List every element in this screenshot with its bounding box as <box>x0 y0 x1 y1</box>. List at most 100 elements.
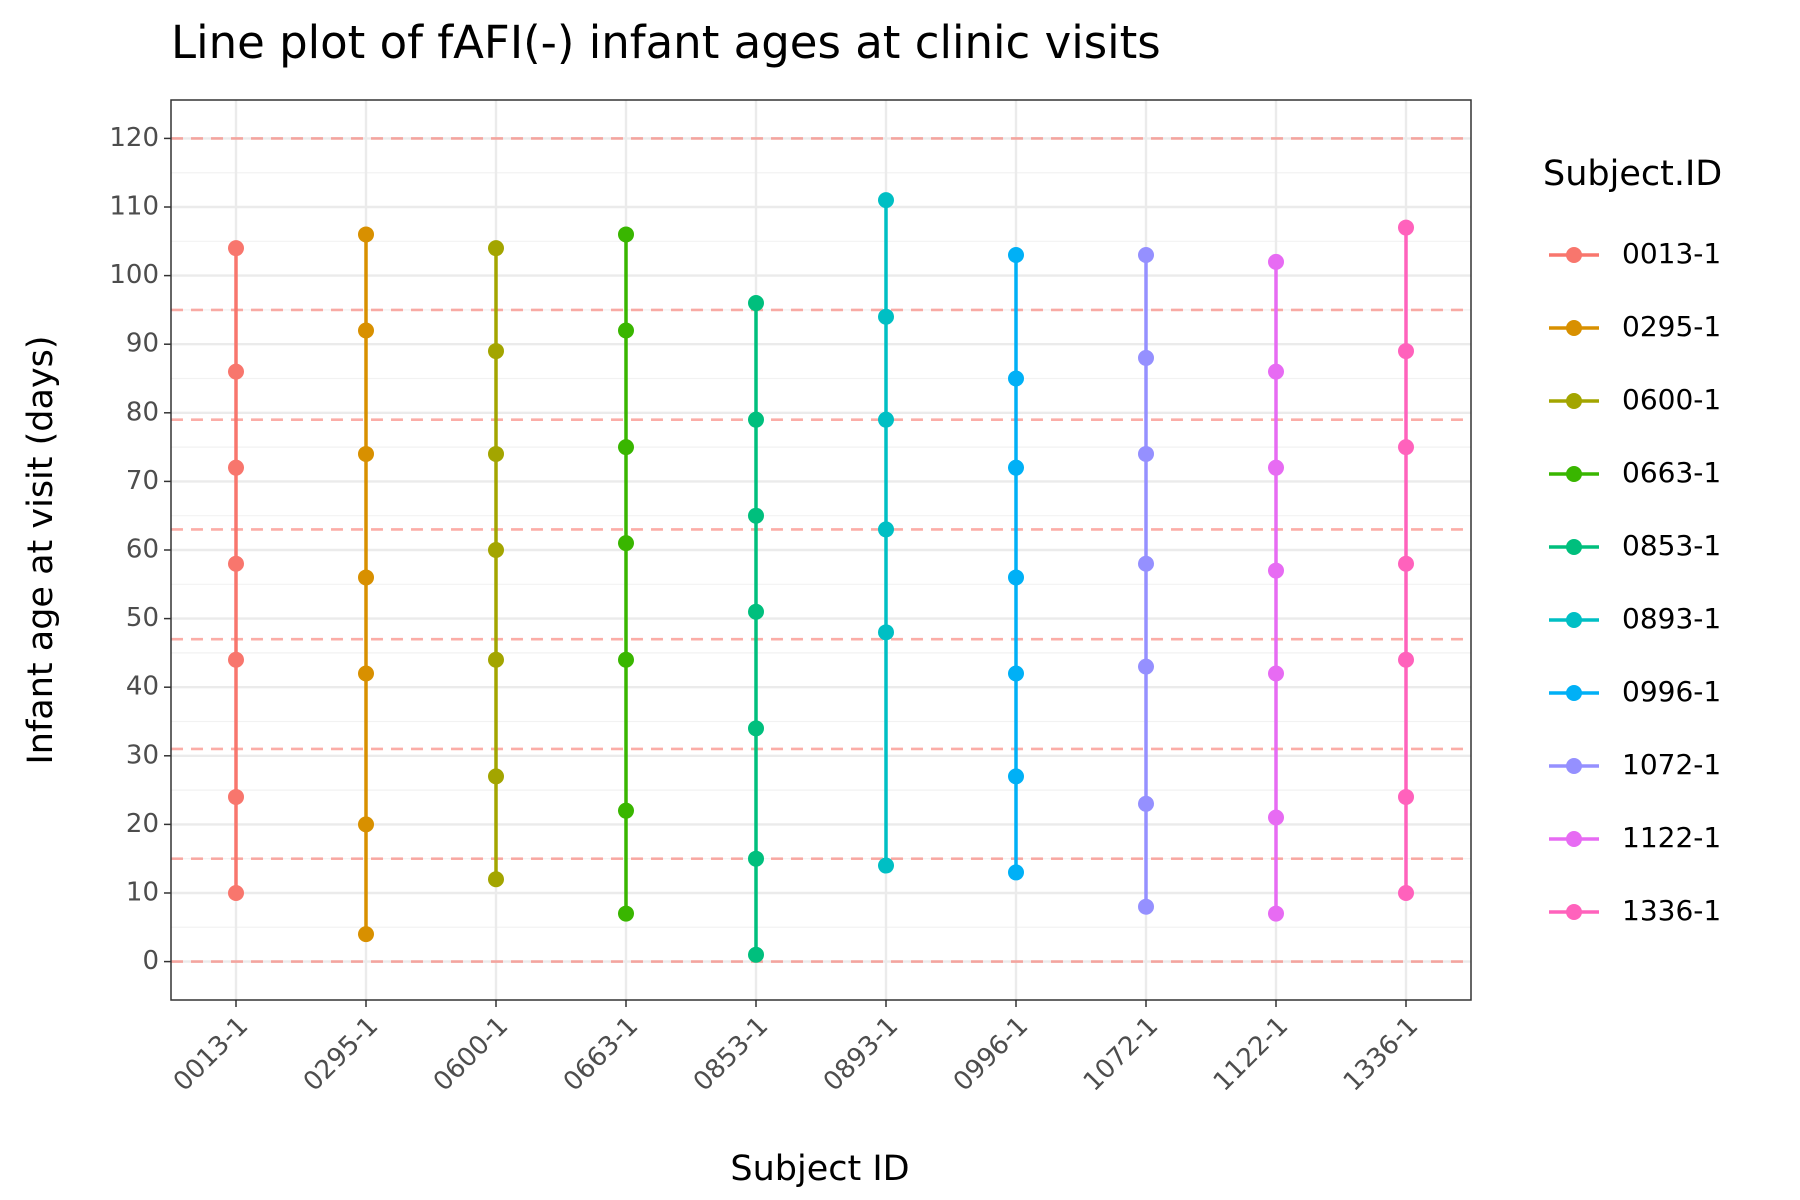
y-tick-label: 40 <box>126 672 159 702</box>
data-point <box>1398 219 1414 236</box>
data-point <box>618 802 634 819</box>
y-tick-label: 10 <box>126 877 159 907</box>
legend-item: 0600-1 <box>1549 383 1721 416</box>
data-point <box>1268 665 1284 682</box>
data-point <box>878 624 894 641</box>
legend-swatch-point <box>1566 612 1582 628</box>
data-point <box>228 240 244 257</box>
legend-label: 1122-1 <box>1622 821 1721 854</box>
data-point <box>618 905 634 922</box>
data-point <box>228 788 244 805</box>
data-point <box>228 555 244 572</box>
data-point <box>878 411 894 428</box>
data-point <box>488 445 504 462</box>
data-point <box>228 884 244 901</box>
chart-title: Line plot of fAFI(-) infant ages at clin… <box>171 16 1161 69</box>
x-tick-label: 0663-1 <box>558 1011 644 1097</box>
data-point <box>1008 247 1024 264</box>
data-point <box>1268 562 1284 579</box>
data-point <box>1398 343 1414 360</box>
y-tick-label: 110 <box>109 192 159 222</box>
x-tick-label: 1072-1 <box>1078 1011 1164 1097</box>
data-point <box>488 542 504 558</box>
x-tick-label: 0853-1 <box>688 1011 774 1097</box>
legend-label: 0600-1 <box>1622 383 1721 416</box>
y-tick-label: 0 <box>142 946 159 976</box>
data-point <box>228 651 244 668</box>
data-point <box>748 507 764 524</box>
legend-label: 0663-1 <box>1622 456 1721 489</box>
data-point <box>1398 439 1414 456</box>
data-point <box>358 445 374 462</box>
data-point <box>618 535 634 552</box>
y-tick-label: 100 <box>109 260 159 290</box>
data-point <box>748 411 764 428</box>
data-point <box>358 926 374 943</box>
legend-label: 0295-1 <box>1622 310 1721 343</box>
data-point <box>1398 884 1414 901</box>
y-tick-label: 50 <box>126 603 159 633</box>
legend-item: 1336-1 <box>1549 894 1721 927</box>
data-point <box>878 857 894 874</box>
data-point <box>1138 658 1154 675</box>
y-tick-label: 90 <box>126 329 159 359</box>
data-point <box>1398 788 1414 805</box>
legend-swatch-point <box>1566 904 1582 920</box>
data-point <box>1008 665 1024 682</box>
data-point <box>878 192 894 209</box>
legend-title: Subject.ID <box>1543 154 1722 194</box>
legend-item: 0996-1 <box>1549 675 1721 708</box>
data-point <box>1008 569 1024 586</box>
x-tick-label: 0013-1 <box>168 1011 254 1097</box>
data-point <box>748 720 764 737</box>
legend-swatch-point <box>1566 247 1582 263</box>
legend-swatch-point <box>1566 685 1582 701</box>
data-point <box>488 768 504 785</box>
data-point <box>748 295 764 312</box>
x-tick-label: 1336-1 <box>1338 1011 1424 1097</box>
data-point <box>878 521 894 538</box>
y-tick-label: 20 <box>126 809 159 839</box>
data-point <box>488 871 504 888</box>
legend-item: 0013-1 <box>1549 237 1721 270</box>
data-point <box>1268 363 1284 380</box>
x-tick-label: 0295-1 <box>298 1011 384 1097</box>
legend-item: 0295-1 <box>1549 310 1721 343</box>
data-point <box>1138 247 1154 264</box>
data-point <box>1398 555 1414 572</box>
y-tick-label: 60 <box>126 535 159 565</box>
data-point <box>1268 459 1284 476</box>
legend-item: 1072-1 <box>1549 748 1721 781</box>
data-point <box>748 850 764 867</box>
legend-swatch-point <box>1566 539 1582 555</box>
legend-swatch-point <box>1566 466 1582 482</box>
data-point <box>358 569 374 586</box>
legend-label: 1072-1 <box>1622 748 1721 781</box>
x-tick-label: 1122-1 <box>1208 1011 1294 1097</box>
data-point <box>1008 768 1024 785</box>
legend-swatch-point <box>1566 320 1582 336</box>
legend-swatch-point <box>1566 831 1582 847</box>
data-point <box>878 308 894 325</box>
data-point <box>358 816 374 833</box>
legend-label: 0893-1 <box>1622 602 1721 635</box>
x-tick-label: 0893-1 <box>818 1011 904 1097</box>
legend-label: 0996-1 <box>1622 675 1721 708</box>
legend-item: 0663-1 <box>1549 456 1721 489</box>
data-point <box>358 226 374 243</box>
legend-label: 0853-1 <box>1622 529 1721 562</box>
data-point <box>1398 651 1414 668</box>
data-point <box>1138 898 1154 915</box>
data-point <box>1138 349 1154 366</box>
data-point <box>358 665 374 682</box>
data-point <box>488 651 504 668</box>
data-point <box>1138 445 1154 462</box>
data-point <box>618 226 634 243</box>
x-axis-title: Subject ID <box>730 1149 909 1189</box>
y-tick-label: 120 <box>109 123 159 153</box>
data-point <box>618 651 634 668</box>
x-tick-label: 0600-1 <box>428 1011 514 1097</box>
data-point <box>618 322 634 339</box>
data-point <box>1268 905 1284 922</box>
